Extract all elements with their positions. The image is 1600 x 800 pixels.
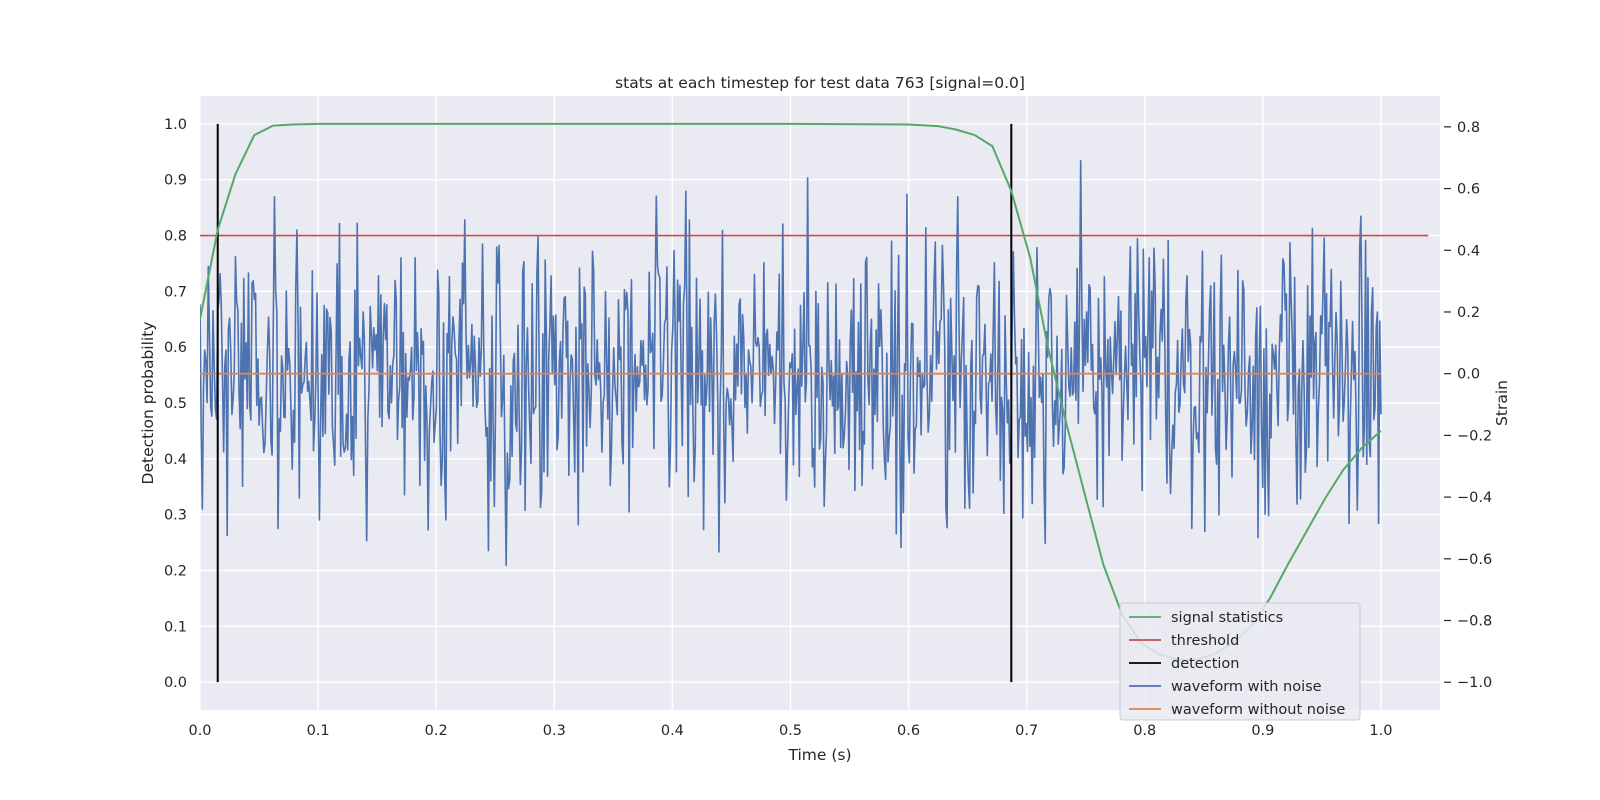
- y-tick-label-left: 0.5: [164, 396, 187, 412]
- y-tick-label-left: 0.1: [164, 619, 187, 635]
- legend: signal statistics threshold detection wa…: [1119, 602, 1361, 721]
- y-tick-label-left: 0.6: [164, 340, 187, 356]
- x-tick-label: 0.8: [1133, 723, 1156, 739]
- legend-label-waveform-with-noise: waveform with noise: [1171, 679, 1322, 695]
- y-tick-label-right: −0.6: [1457, 552, 1492, 568]
- y-tick-label-right: −0.2: [1457, 428, 1492, 444]
- y-tick-label-left: 0.3: [164, 508, 187, 524]
- legend-label-signal-statistics: signal statistics: [1171, 610, 1283, 626]
- legend-box: [1119, 602, 1361, 721]
- ticks-layer: 0.0 0.1 0.2 0.3 0.4 0.5 0.6 0.7 0.8 0.9 1.0 0.0 0.1 0…: [164, 117, 1492, 739]
- x-tick-label: 0.5: [779, 723, 802, 739]
- x-tick-label: 0.6: [897, 723, 920, 739]
- x-axis-label: Time (s): [787, 746, 851, 764]
- y-tick-label-right: −0.8: [1457, 614, 1492, 630]
- x-tick-label: 0.2: [425, 723, 448, 739]
- y-tick-label-right: 0.4: [1457, 243, 1480, 259]
- y-axis-label-right: Strain: [1493, 380, 1511, 426]
- y-tick-label-right: 0.2: [1457, 305, 1480, 321]
- y-tick-label-right: −1.0: [1457, 675, 1492, 691]
- y-tick-label-left: 1.0: [164, 117, 187, 133]
- chart-title: stats at each timestep for test data 763…: [615, 74, 1025, 92]
- y-tick-label-left: 0.0: [164, 675, 187, 691]
- y-tick-label-left: 0.9: [164, 173, 187, 189]
- x-tick-label: 0.0: [188, 723, 211, 739]
- x-tick-label: 0.1: [307, 723, 330, 739]
- x-tick-label: 1.0: [1369, 723, 1392, 739]
- x-tick-label: 0.3: [543, 723, 566, 739]
- series-waveform-with-noise: [200, 159, 1382, 567]
- y-tick-label-right: −0.4: [1457, 490, 1492, 506]
- legend-label-waveform-without-noise: waveform without noise: [1171, 702, 1345, 718]
- x-tick-label: 0.7: [1015, 723, 1038, 739]
- x-tick-label: 0.4: [661, 723, 684, 739]
- y-axis-label-left: Detection probability: [139, 322, 157, 485]
- y-tick-label-right: 0.6: [1457, 182, 1480, 198]
- y-tick-label-left: 0.4: [164, 452, 187, 468]
- y-tick-label-right: 0.0: [1457, 367, 1480, 383]
- legend-label-threshold: threshold: [1171, 633, 1239, 649]
- legend-label-detection: detection: [1171, 656, 1239, 672]
- y-tick-label-left: 0.2: [164, 563, 187, 579]
- y-tick-label-left: 0.7: [164, 284, 187, 300]
- series-layer: [200, 122, 1429, 683]
- y-tick-label-right: 0.8: [1457, 120, 1480, 136]
- series-signal-statistics: [200, 122, 1382, 661]
- x-tick-label: 0.9: [1251, 723, 1274, 739]
- y-tick-label-left: 0.8: [164, 229, 187, 245]
